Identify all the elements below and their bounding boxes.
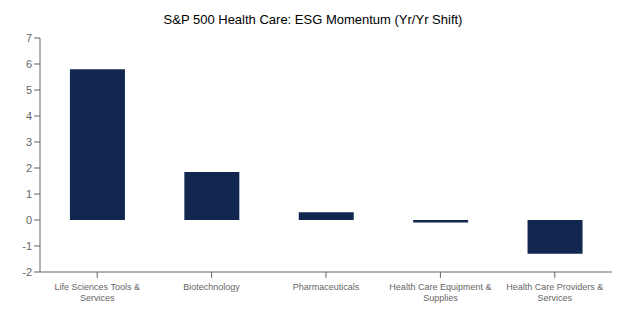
svg-text:1: 1	[26, 188, 32, 200]
svg-text:Pharmaceuticals: Pharmaceuticals	[293, 282, 360, 292]
svg-text:3: 3	[26, 136, 32, 148]
svg-text:Health Care Equipment &Supplie: Health Care Equipment &Supplies	[389, 282, 491, 303]
svg-text:7: 7	[26, 32, 32, 44]
svg-text:Life Sciences Tools &Services: Life Sciences Tools &Services	[55, 282, 140, 303]
svg-text:Biotechnology: Biotechnology	[183, 282, 240, 292]
svg-text:4: 4	[26, 110, 32, 122]
svg-text:0: 0	[26, 214, 32, 226]
svg-text:Health Care Providers &Service: Health Care Providers &Services	[506, 282, 603, 303]
svg-text:-2: -2	[22, 266, 32, 278]
svg-text:-1: -1	[22, 240, 32, 252]
html-text:S&P 500 Health Care: ESG Momen: S&P 500 Health Care: ESG Momentum (Yr/Yr…	[163, 12, 463, 27]
svg-text:5: 5	[26, 84, 32, 96]
svg-text:6: 6	[26, 58, 32, 70]
svg-text:2: 2	[26, 162, 32, 174]
